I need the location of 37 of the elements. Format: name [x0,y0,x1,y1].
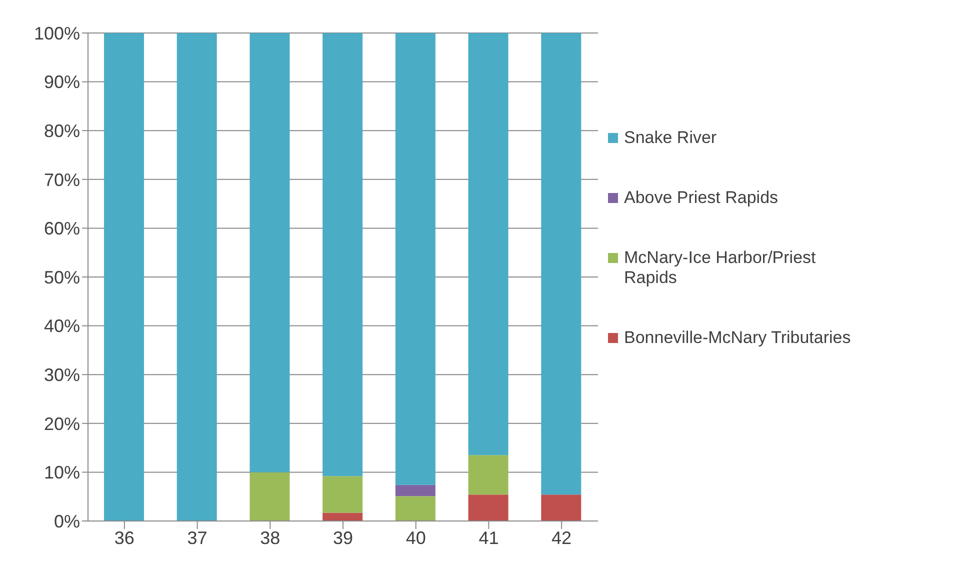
bar [468,33,508,456]
y-tick-label: 10% [44,462,80,483]
y-tick-label: 60% [44,218,80,239]
y-tick-label: 0% [54,511,80,532]
bar [541,33,582,495]
bar [176,33,217,521]
y-tick-label: 100% [34,23,80,44]
bar [322,476,363,513]
x-tick-label: 37 [187,528,208,548]
bar [395,496,436,521]
bar [541,494,582,521]
x-tick-label: 42 [552,528,572,548]
bar [322,33,363,476]
bar [250,33,290,472]
x-tick-label: 36 [114,528,134,548]
bar [395,484,436,496]
x-tick-label: 40 [406,528,426,548]
legend-label: Snake River [624,128,718,148]
bar [468,494,508,521]
y-tick-label: 40% [44,316,80,336]
bar [250,472,290,521]
bar [395,33,436,485]
y-tick-label: 20% [44,414,80,434]
x-tick-label: 41 [478,528,499,548]
legend-label: McNary-Ice Harbor/Priest Rapids [624,248,817,288]
bar [322,512,363,521]
y-tick-label: 90% [44,72,80,92]
y-tick-label: 30% [44,364,80,385]
legend-label: Above Priest Rapids [624,188,780,208]
y-tick-label: 50% [44,267,80,288]
y-tick-label: 80% [44,120,80,141]
bar [104,33,144,521]
y-tick-label: 70% [44,170,80,190]
bar [468,455,508,495]
x-tick-label: 39 [332,528,354,548]
x-tick-label: 38 [260,528,280,548]
legend-label: Bonneville-McNary Tributaries [624,328,852,348]
